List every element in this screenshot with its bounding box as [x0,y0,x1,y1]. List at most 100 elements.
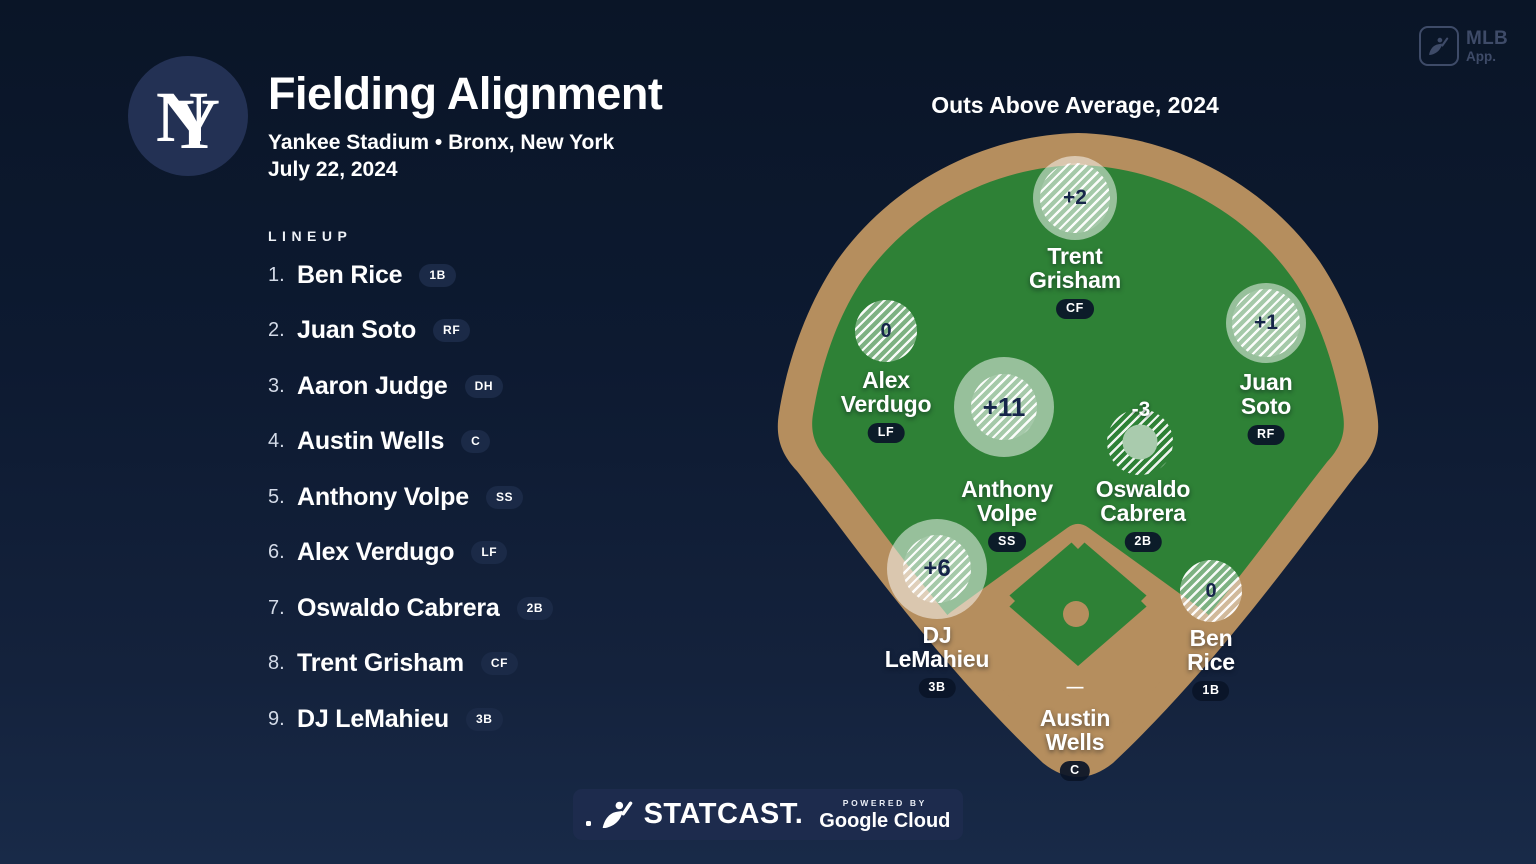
batting-order: 8. [268,652,285,674]
lineup-row: 1. Ben Rice 1B [268,260,553,289]
fielder-first-name: DJ [922,622,952,648]
fielder-first-name: Anthony [961,476,1053,502]
batting-order: 9. [268,707,285,730]
powered-by-lockup: POWERED BY Google Cloud [819,798,950,833]
fielder-label-3b: DJ LeMahieu 3B [885,623,989,698]
player-name: Austin Wells [297,427,445,455]
oaa-marker-lf: 0 [855,300,917,362]
page-title: Fielding Alignment [268,68,663,119]
fielder-last-name: Wells [1045,729,1105,756]
lineup-list: 1. Ben Rice 1B 2. Juan Soto RF 3. Aaron … [268,260,554,733]
mlb-app-icon [1419,26,1459,66]
fielder-first-name: Trent [1047,243,1103,269]
mlb-app-subtext: App. [1466,48,1496,64]
batting-order: 5. [268,485,285,508]
fielder-label-lf: Alex Verdugo LF [841,368,932,443]
oaa-value-ss: +11 [982,391,1026,422]
batting-order: 4. [268,430,285,452]
fielder-first-name: Juan [1239,369,1293,395]
oaa-hatch-rf: +1 [1232,289,1300,357]
batting-order: 1. [268,263,285,286]
position-badge: DH [464,374,504,398]
fielder-last-name: Cabrera [1100,500,1186,527]
lineup-row: 2. Juan Soto RF [268,316,553,344]
oaa-hatch-ss: +11 [971,374,1037,440]
oaa-value-2b: -3 [1131,398,1151,421]
position-badge-ss: SS [988,531,1026,552]
statcast-dot-icon [585,821,591,826]
position-badge-3b: 3B [918,677,956,698]
fielder-last-name: Volpe [977,500,1037,527]
position-badge: RF [433,319,471,342]
statcast-banner: STATCAST. POWERED BY Google Cloud [573,789,963,840]
fielder-last-name: Rice [1187,649,1235,676]
fielder-last-name: Verdugo [840,391,932,418]
batting-order: 7. [268,596,285,619]
lineup-row: 6. Alex Verdugo LF [268,538,553,566]
fielder-first-name: Oswaldo [1095,476,1191,502]
position-badge-1b: 1B [1192,680,1230,701]
position-badge: LF [471,541,508,564]
google-cloud-wordmark: Google Cloud [819,810,951,832]
lineup-row: 4. Austin Wells C [268,427,553,455]
fielder-label-c: Austin Wells C [1040,706,1110,781]
lineup-row: 9. DJ LeMahieu 3B [268,705,553,733]
fielder-last-name: Grisham [1029,267,1121,294]
oaa-center-2b [1122,424,1158,460]
player-name: Oswaldo Cabrera [297,593,500,622]
player-name: Juan Soto [297,316,417,344]
position-badge: C [461,430,491,453]
position-badge-2b: 2B [1124,531,1162,552]
fielder-first-name: Austin [1039,705,1111,731]
fielder-label-ss: Anthony Volpe SS [961,477,1053,552]
batting-order: 6. [268,541,285,563]
fielder-label-2b: Oswaldo Cabrera 2B [1096,477,1190,552]
position-badge: CF [480,652,519,675]
fielder-first-name: Alex [862,367,910,393]
lineup-heading: LINEUP [268,228,353,244]
oaa-hatch-3b: +6 [903,535,971,603]
player-name: Trent Grisham [297,649,464,677]
oaa-value-rf: +1 [1254,311,1278,334]
fielder-label-1b: Ben Rice 1B [1187,626,1235,701]
position-badge: 3B [466,707,503,731]
player-name: Ben Rice [297,260,403,289]
venue-subtitle: Yankee Stadium • Bronx, New York [268,131,615,154]
oaa-value-c: — [1066,677,1084,696]
mlb-batter-icon [1429,37,1449,55]
player-name: Anthony Volpe [297,482,469,511]
lineup-row: 8. Trent Grisham CF [268,649,553,677]
position-badge-rf: RF [1247,424,1285,445]
batting-order: 2. [268,319,285,341]
fielder-label-rf: Juan Soto RF [1240,370,1293,445]
fielder-label-cf: Trent Grisham CF [1029,244,1121,319]
position-badge: 1B [419,263,456,287]
position-badge-lf: LF [867,422,905,443]
oaa-value-lf: 0 [880,319,892,342]
chart-title: Outs Above Average, 2024 [931,92,1219,118]
mlb-app-lockup: MLB App. [1419,26,1508,66]
player-name: Aaron Judge [297,371,448,400]
mlb-app-text: MLB [1466,27,1509,49]
monogram-n: N [156,77,208,157]
fielder-last-name: Soto [1240,393,1292,420]
lineup-row: 7. Oswaldo Cabrera 2B [268,593,554,622]
batting-order: 3. [268,374,285,397]
yankees-logo-icon: N Y [128,56,248,176]
player-name: Alex Verdugo [297,538,455,566]
fielder-first-name: Ben [1189,625,1233,651]
mlb-batter-icon [602,801,632,828]
statcast-wordmark: STATCAST. [643,798,804,830]
monogram-y: Y [168,84,220,164]
oaa-marker-1b: 0 [1180,560,1242,622]
position-badge: 2B [516,596,554,620]
position-badge: SS [485,485,524,509]
position-badge-cf: CF [1056,298,1094,319]
oaa-value-3b: +6 [923,555,951,582]
game-date: July 22, 2024 [268,158,398,181]
lineup-row: 3. Aaron Judge DH [268,371,553,400]
oaa-value-cf: +2 [1063,186,1087,209]
position-badge-c: C [1060,760,1090,781]
oaa-value-1b: 0 [1205,579,1217,602]
